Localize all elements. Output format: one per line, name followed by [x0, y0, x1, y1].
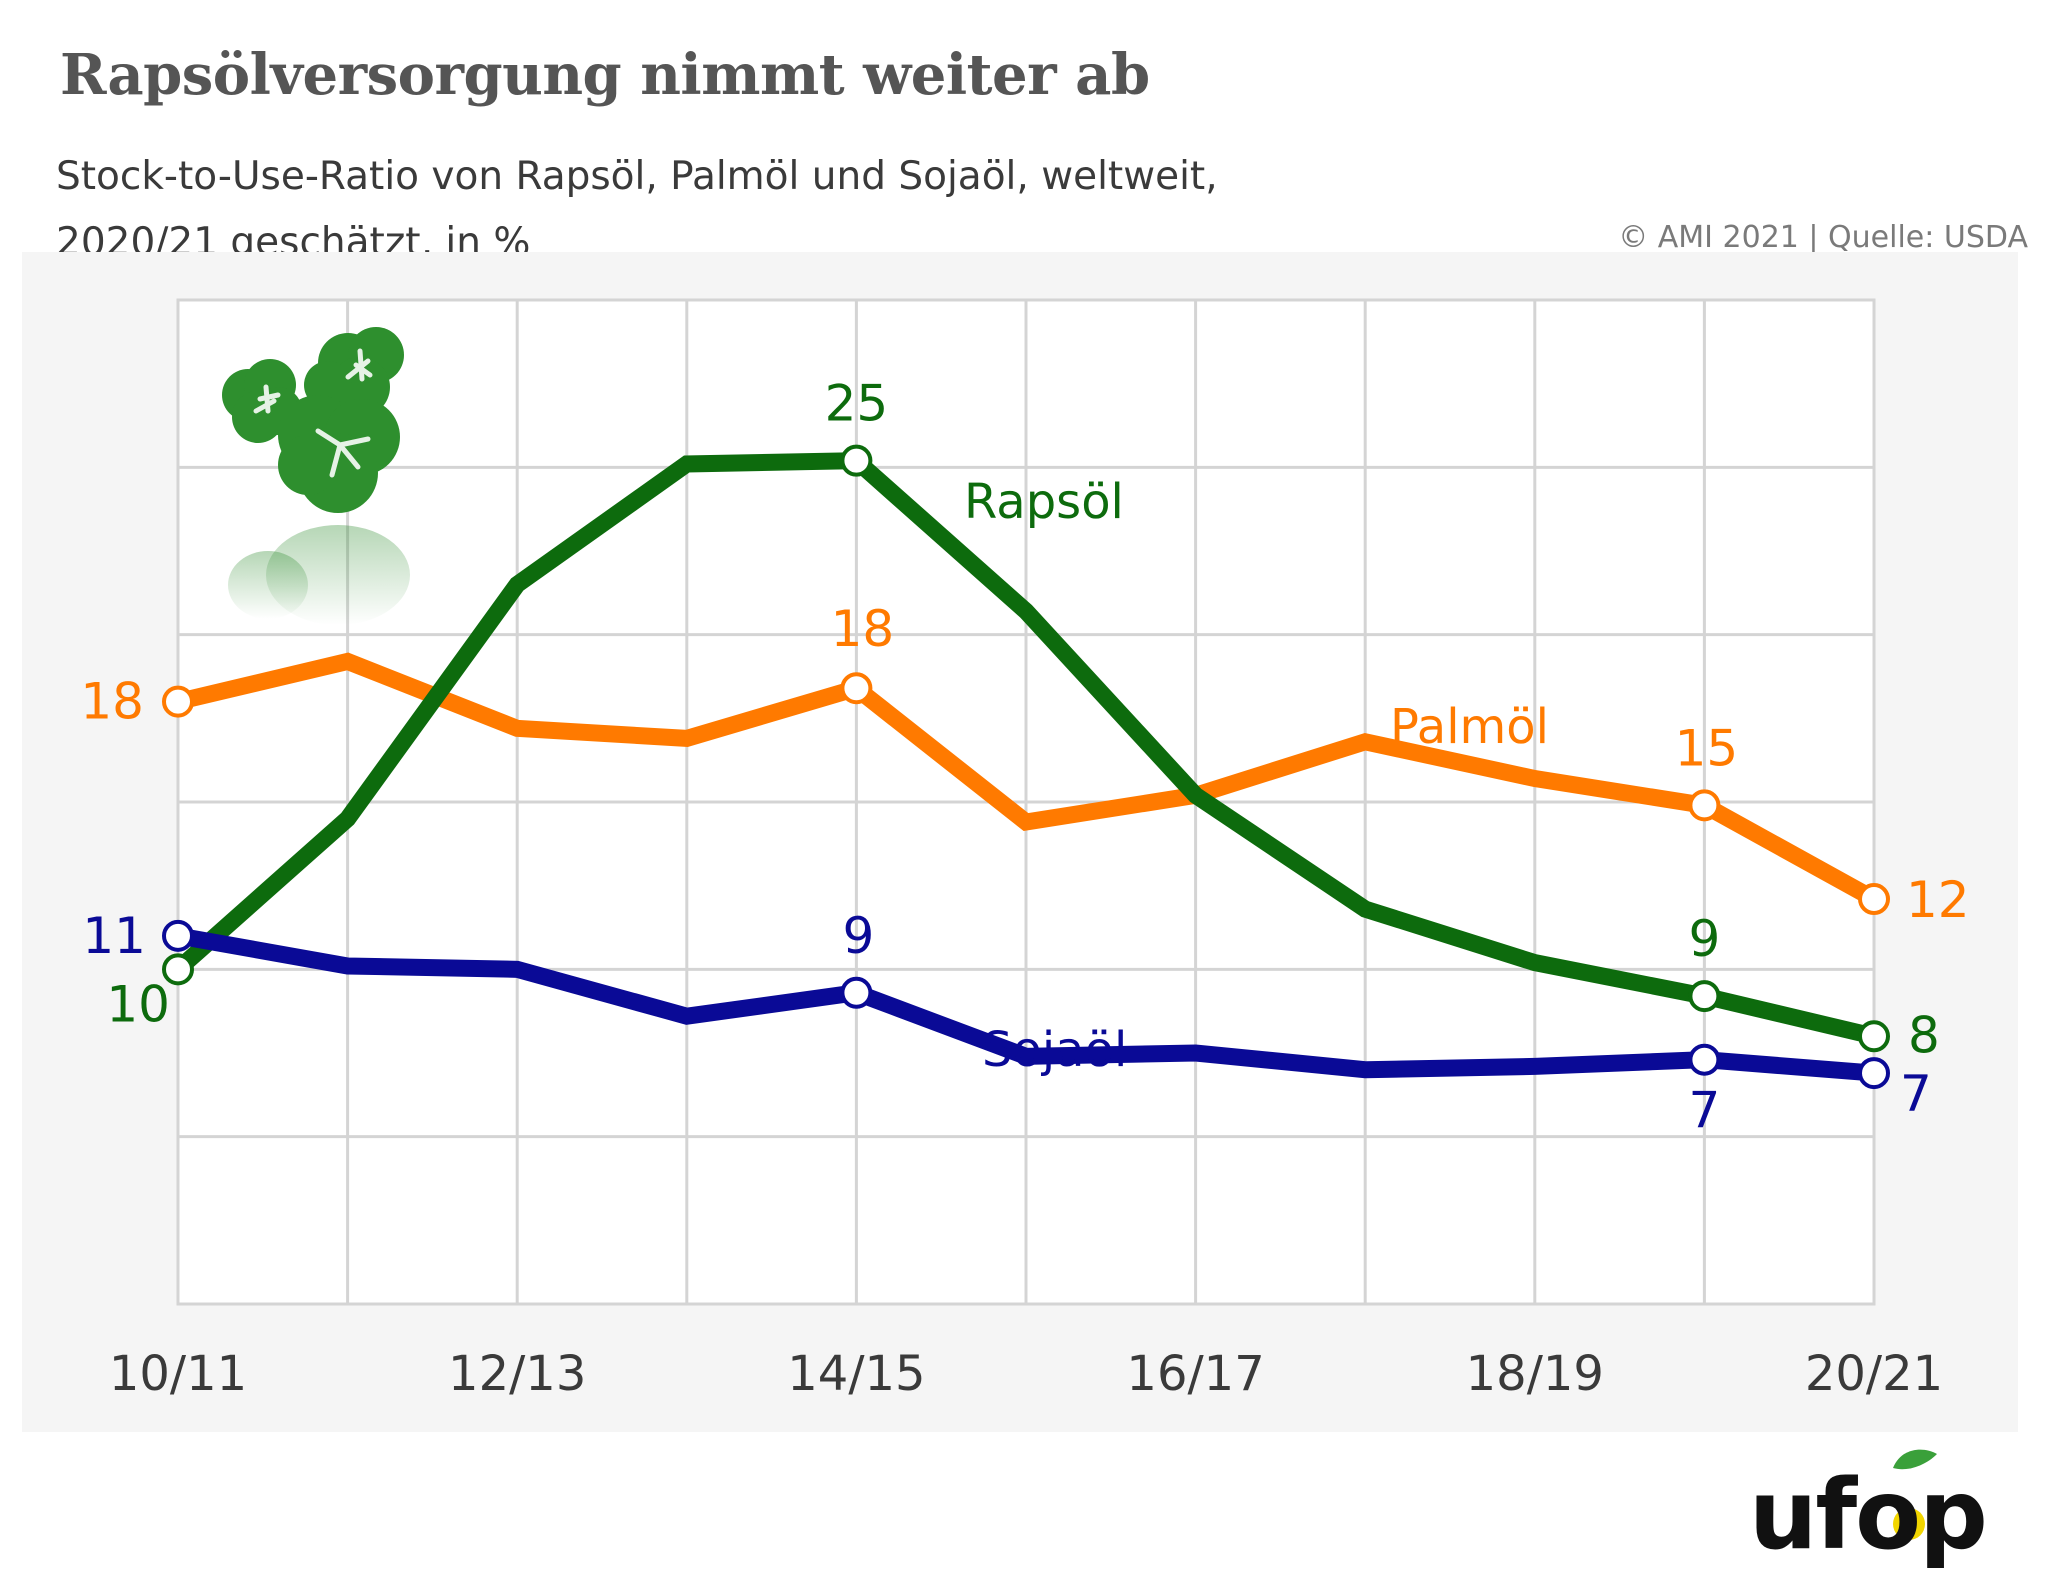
x-tick-label: 20/21: [1805, 1346, 1943, 1402]
clover-icon: [222, 327, 410, 625]
data-point-marker: [1858, 883, 1890, 916]
chart-title: Rapsölversorgung nimmt weiter ab: [60, 42, 1150, 108]
series-label-palmoel: Palmöl: [1390, 699, 1549, 755]
chart-subtitle: Stock-to-Use-Ratio von Rapsöl, Palmöl un…: [56, 144, 1218, 276]
x-tick-label: 14/15: [787, 1346, 925, 1402]
logo-text: ufop: [1749, 1459, 1986, 1570]
data-label: 9: [842, 907, 874, 965]
data-point-marker: [162, 919, 194, 952]
series-line-rapsöl: [172, 452, 1876, 1045]
x-tick-label: 10/11: [109, 1346, 247, 1402]
data-label: 11: [82, 907, 146, 965]
data-point-marker: [1688, 789, 1721, 822]
data-label: 25: [825, 375, 889, 433]
data-label: 18: [831, 600, 895, 658]
data-point-marker: [1688, 980, 1721, 1013]
data-point-marker: [840, 976, 873, 1009]
x-axis-labels: 10/11 12/13 14/15 16/17 18/19 20/21: [109, 1346, 1943, 1402]
data-labels: 18 18 15 12 10 25 9 8 11 9 7 7: [80, 375, 1969, 1140]
ufop-logo: ufop: [1749, 1449, 1988, 1570]
data-label: 12: [1906, 871, 1970, 929]
data-label: 10: [106, 975, 170, 1033]
subtitle-line-1: Stock-to-Use-Ratio von Rapsöl, Palmöl un…: [56, 154, 1218, 199]
seed-icon: [1893, 1508, 1925, 1540]
data-point-marker: [1858, 1020, 1890, 1053]
series-line-palmöl: [176, 652, 1879, 907]
series-label-sojaoel: Sojaöl: [982, 1022, 1127, 1078]
source-note: © AMI 2021 | Quelle: USDA: [1618, 220, 2028, 255]
data-label: 9: [1688, 910, 1720, 968]
series-label-rapsoel: Rapsöl: [964, 474, 1124, 530]
series-markers: [162, 444, 1890, 1090]
x-tick-label: 18/19: [1466, 1346, 1604, 1402]
data-label: 7: [1688, 1082, 1720, 1140]
series-lines: [172, 452, 1879, 1082]
data-point-marker: [1858, 1057, 1890, 1090]
data-point-marker: [162, 685, 194, 718]
data-label: 18: [80, 673, 144, 731]
data-label: 15: [1675, 719, 1739, 777]
leaf-icon: [1893, 1449, 1937, 1470]
data-point-marker: [840, 444, 873, 477]
data-point-marker: [840, 672, 873, 705]
x-tick-label: 12/13: [448, 1346, 586, 1402]
series-line-sojaöl: [176, 927, 1875, 1082]
data-label: 7: [1900, 1065, 1932, 1123]
data-point-marker: [162, 953, 194, 986]
data-label: 8: [1908, 1006, 1940, 1064]
data-point-marker: [1688, 1043, 1721, 1076]
x-tick-label: 16/17: [1126, 1346, 1264, 1402]
